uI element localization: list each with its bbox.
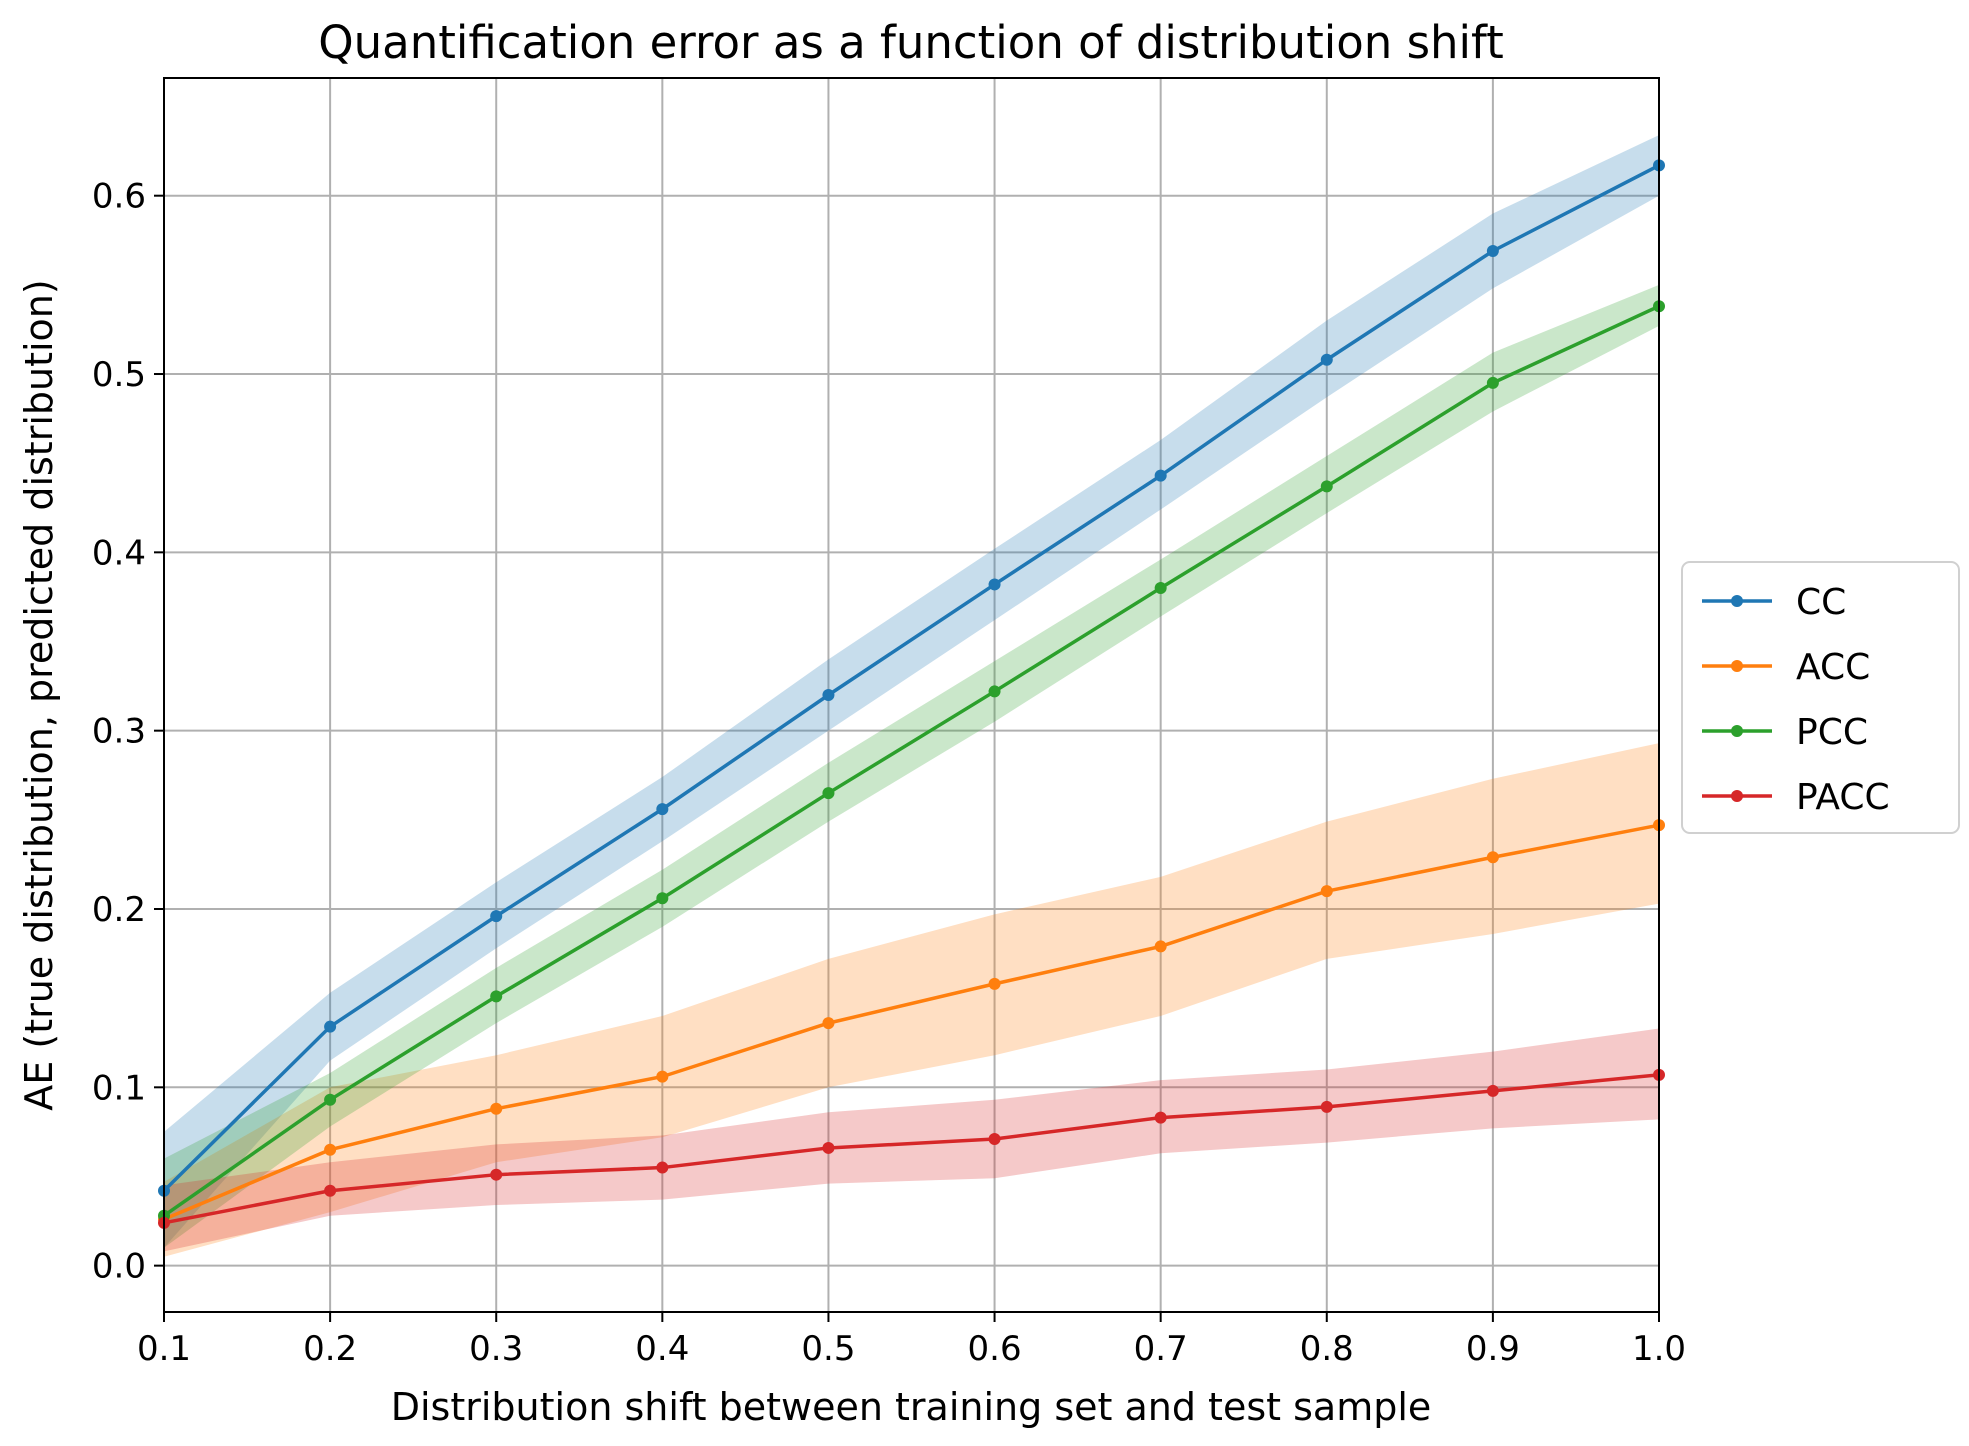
- x-tick-label: 1.0: [1632, 1329, 1686, 1369]
- point-acc: [1154, 940, 1167, 953]
- point-cc: [1320, 353, 1333, 366]
- point-pacc: [1154, 1111, 1167, 1124]
- band-cc: [164, 135, 1659, 1248]
- point-pcc: [490, 990, 503, 1003]
- point-cc: [324, 1020, 337, 1033]
- point-pcc: [324, 1093, 337, 1106]
- legend-marker-pacc: [1731, 790, 1743, 802]
- point-pacc: [490, 1168, 503, 1181]
- point-pcc: [1486, 376, 1499, 389]
- y-tick-label: 0.6: [92, 177, 146, 217]
- legend-label-pcc: PCC: [1796, 712, 1868, 753]
- legend-marker-acc: [1731, 660, 1743, 672]
- y-tick-label: 0.2: [92, 890, 146, 930]
- x-tick-label: 0.3: [469, 1329, 523, 1369]
- line-cc: [162, 163, 1660, 1192]
- y-tick-label: 0.3: [92, 712, 146, 752]
- y-tick-label: 0.4: [92, 533, 146, 573]
- point-acc: [1320, 885, 1333, 898]
- point-acc: [656, 1070, 669, 1083]
- point-pacc: [1486, 1084, 1499, 1097]
- legend: CC ACC PCC PACC: [1681, 561, 1960, 834]
- y-tick-label: 0.5: [92, 355, 146, 395]
- point-cc: [1154, 469, 1167, 482]
- point-acc: [490, 1102, 503, 1115]
- point-pacc: [324, 1184, 337, 1197]
- point-pcc: [988, 685, 1001, 698]
- x-tick-label: 0.5: [801, 1329, 855, 1369]
- x-axis-label: Distribution shift between training set …: [391, 1385, 1432, 1429]
- x-tick-label: 0.7: [1134, 1329, 1188, 1369]
- y-tick-label: 0.0: [92, 1247, 146, 1287]
- point-pacc: [822, 1141, 835, 1154]
- point-pcc: [1320, 480, 1333, 493]
- point-acc: [324, 1143, 337, 1156]
- legend-marker-cc: [1731, 595, 1743, 607]
- x-tick-label: 0.6: [968, 1329, 1022, 1369]
- line-acc: [163, 823, 1660, 1221]
- ticks: 0.1 0.2 0.3 0.4 0.5 0.6 0.7 0.8 0.9 1.0 0.0 0.1 0.2 0…: [92, 177, 1686, 1369]
- x-tick-label: 0.8: [1300, 1329, 1354, 1369]
- x-tick-label: 0.1: [137, 1329, 191, 1369]
- x-tick-label: 0.2: [303, 1329, 357, 1369]
- point-cc: [822, 689, 835, 701]
- confidence-bands: [164, 135, 1659, 1257]
- band-acc: [164, 743, 1659, 1257]
- x-tick-label: 0.9: [1466, 1329, 1520, 1369]
- series-lines: [158, 159, 1665, 1229]
- line-pacc: [163, 1073, 1660, 1225]
- point-cc: [988, 578, 1001, 591]
- point-cc: [1486, 244, 1499, 257]
- point-pcc: [822, 787, 835, 800]
- point-cc: [656, 803, 669, 816]
- legend-box: [1681, 561, 1960, 834]
- x-tick-label: 0.4: [635, 1329, 689, 1369]
- line-pcc: [162, 304, 1660, 1218]
- point-pcc: [656, 892, 669, 905]
- y-axis-label: AE (true distribution, predicted distrib…: [17, 279, 61, 1110]
- plot-frame: [163, 77, 1660, 1313]
- chart-title: Quantification error as a function of di…: [318, 16, 1504, 69]
- legend-label-pacc: PACC: [1796, 777, 1890, 818]
- band-pacc: [164, 1028, 1659, 1252]
- point-pacc: [1320, 1100, 1333, 1113]
- point-pacc: [988, 1133, 1001, 1146]
- point-acc: [1486, 851, 1499, 864]
- point-acc: [822, 1017, 835, 1030]
- legend-label-cc: CC: [1796, 582, 1846, 623]
- point-pacc: [656, 1161, 669, 1174]
- legend-marker-pcc: [1731, 725, 1743, 737]
- band-pcc: [164, 284, 1659, 1248]
- y-tick-label: 0.1: [92, 1068, 146, 1108]
- point-cc: [490, 910, 503, 923]
- legend-label-acc: ACC: [1796, 647, 1870, 688]
- point-pcc: [1154, 582, 1167, 595]
- point-acc: [988, 977, 1001, 990]
